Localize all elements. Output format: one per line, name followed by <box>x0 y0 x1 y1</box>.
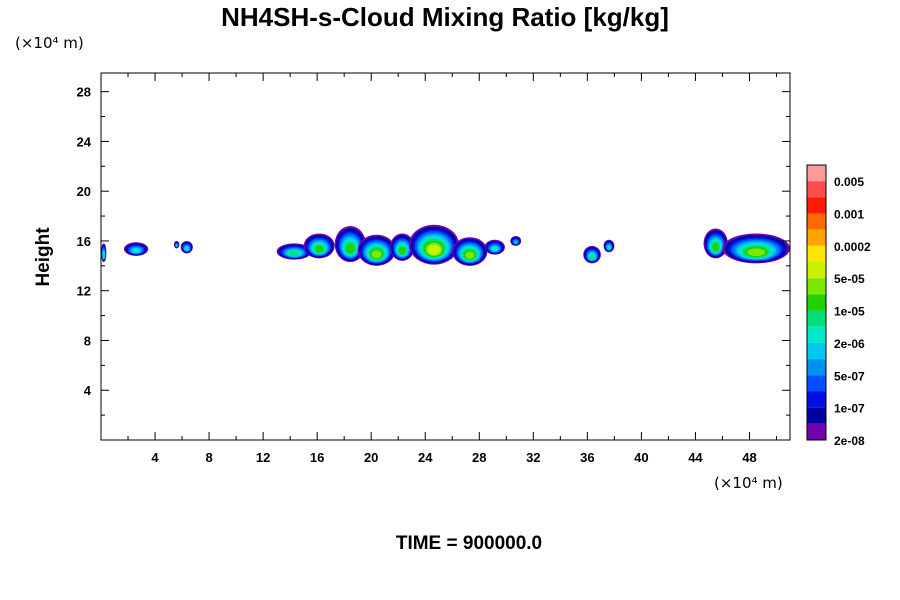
cloud-cell <box>303 233 335 259</box>
cloud-cell <box>484 239 505 255</box>
colorbar-label: 2e-08 <box>834 434 865 448</box>
colorbar-label: 5e-07 <box>834 369 865 383</box>
colorbar-swatch <box>807 342 826 360</box>
x-tick-label: 8 <box>205 450 212 465</box>
colorbar-swatch <box>807 229 826 246</box>
cloud-cell <box>357 234 396 266</box>
cloud-cell <box>583 245 601 264</box>
x-tick-label: 36 <box>580 450 594 465</box>
cloud-cell <box>101 243 107 263</box>
colorbar-label: 1e-05 <box>834 305 865 319</box>
cloud-cell <box>603 239 615 253</box>
cloud-cell <box>173 240 180 249</box>
colorbar-label: 1e-07 <box>834 402 865 416</box>
cloud-cell <box>703 228 728 259</box>
colorbar-swatch <box>807 326 826 343</box>
y-tick-label: 4 <box>84 383 92 398</box>
x-axis-ticks: 4 8 12 16 20 24 28 32 36 40 44 48 <box>127 73 777 465</box>
y-axis-title: Height <box>33 227 54 287</box>
y-axis-ticks: 4 8 12 16 20 24 28 <box>77 85 790 416</box>
y-axis-unit-label: (×10⁴ m) <box>15 34 84 52</box>
colorbar-label: 5e-05 <box>834 272 865 286</box>
colorbar-label: 0.001 <box>834 208 864 222</box>
colorbar-swatch <box>807 213 826 230</box>
x-tick-label: 40 <box>634 450 648 465</box>
x-tick-label: 32 <box>526 450 540 465</box>
colorbar-swatch <box>807 278 826 295</box>
x-tick-label: 4 <box>151 450 159 465</box>
colorbar-frame <box>806 164 827 441</box>
colorbar-label: 2e-06 <box>834 337 865 351</box>
x-tick-label: 12 <box>256 450 270 465</box>
colorbar-label: 0.005 <box>834 175 864 189</box>
x-tick-label: 44 <box>688 450 703 465</box>
x-tick-label: 16 <box>310 450 324 465</box>
y-tick-label: 12 <box>77 284 91 299</box>
x-tick-label: 28 <box>472 450 486 465</box>
chart-title: NH4SH-s-Cloud Mixing Ratio [kg/kg] <box>221 2 669 32</box>
x-tick-label: 48 <box>742 450 756 465</box>
colorbar-swatch <box>807 407 826 424</box>
colorbar-swatch <box>807 165 826 182</box>
cloud-field <box>101 224 790 266</box>
colorbar-swatch <box>807 262 826 279</box>
y-tick-label: 16 <box>77 234 91 249</box>
colorbar-swatch <box>807 181 826 198</box>
colorbar-label: 0.0002 <box>834 240 871 254</box>
x-tick-label: 24 <box>418 450 433 465</box>
cloud-cell <box>452 237 488 266</box>
cloud-cell <box>276 243 312 260</box>
y-tick-label: 8 <box>84 333 91 348</box>
plot-frame <box>100 72 791 441</box>
colorbar-swatch <box>807 375 826 392</box>
y-tick-label: 20 <box>77 184 91 199</box>
time-label: TIME = 900000.0 <box>396 533 542 554</box>
x-axis-unit-label: (×10⁴ m) <box>714 474 783 492</box>
colorbar-swatch <box>807 245 826 263</box>
colorbar-swatch <box>807 294 826 311</box>
cloud-cell <box>180 240 193 254</box>
colorbar-swatch <box>807 197 826 214</box>
cloud-cell <box>390 233 415 261</box>
colorbar: 0.005 0.001 0.0002 5e-05 1e-05 2e-06 5e-07 1e-0… <box>806 164 871 448</box>
colorbar-swatch <box>807 423 826 440</box>
colorbar-swatch <box>807 310 826 327</box>
cloud-cell <box>123 242 149 256</box>
colorbar-swatch <box>807 391 826 408</box>
cloud-cell <box>510 235 522 246</box>
y-tick-label: 28 <box>77 85 91 100</box>
colorbar-swatch <box>807 359 826 376</box>
y-tick-label: 24 <box>77 134 92 149</box>
x-tick-label: 20 <box>364 450 378 465</box>
cloud-cell <box>409 224 460 265</box>
cloud-cell <box>722 233 790 264</box>
